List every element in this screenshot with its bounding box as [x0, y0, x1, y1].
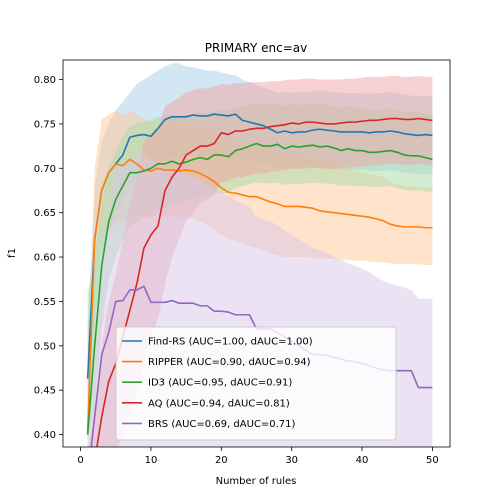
x-tick-label: 50: [426, 455, 439, 466]
band-series-3: [88, 75, 433, 447]
x-tick-label: 0: [77, 455, 83, 466]
line-series-3: [96, 117, 433, 447]
legend-label-1: RIPPER (AUC=0.90, dAUC=0.94): [148, 357, 311, 368]
y-axis: 0.40 0.45 0.50 0.55 0.60 0.65 0.70 0.75 0.80: [34, 75, 63, 441]
y-tick-label: 0.45: [34, 386, 56, 397]
y-tick-label: 0.40: [34, 430, 56, 441]
legend-label-4: BRS (AUC=0.69, dAUC=0.71): [148, 419, 296, 430]
legend-label-3: AQ (AUC=0.94, dAUC=0.81): [148, 398, 290, 409]
x-tick-label: 30: [285, 455, 298, 466]
chart-title: PRIMARY enc=av: [205, 41, 308, 55]
plot-frame: [62, 59, 451, 448]
legend-box: [115, 326, 397, 441]
line-series-2: [86, 142, 433, 435]
y-tick-label: 0.60: [34, 253, 56, 264]
y-tick-label: 0.65: [34, 208, 56, 219]
legend: Find-RS (AUC=1.00, dAUC=1.00) RIPPER (AUC…: [115, 326, 397, 441]
legend-label-2: ID3 (AUC=0.95, dAUC=0.91): [148, 378, 292, 389]
y-axis-label: f1: [7, 248, 18, 258]
x-tick-label: 10: [145, 455, 158, 466]
line-series-0: [86, 113, 433, 379]
y-tick-label: 0.55: [34, 297, 56, 308]
legend-label-0: Find-RS (AUC=1.00, dAUC=1.00): [148, 337, 313, 348]
y-tick-label: 0.50: [34, 341, 56, 352]
x-axis-label: Number of rules: [216, 476, 297, 487]
y-tick-label: 0.80: [34, 75, 56, 86]
x-axis: 0 10 20 30 40 50: [77, 447, 439, 466]
x-tick-label: 40: [356, 455, 369, 466]
x-tick-label: 20: [215, 455, 228, 466]
y-tick-label: 0.75: [34, 119, 56, 130]
y-tick-label: 0.70: [34, 164, 56, 175]
